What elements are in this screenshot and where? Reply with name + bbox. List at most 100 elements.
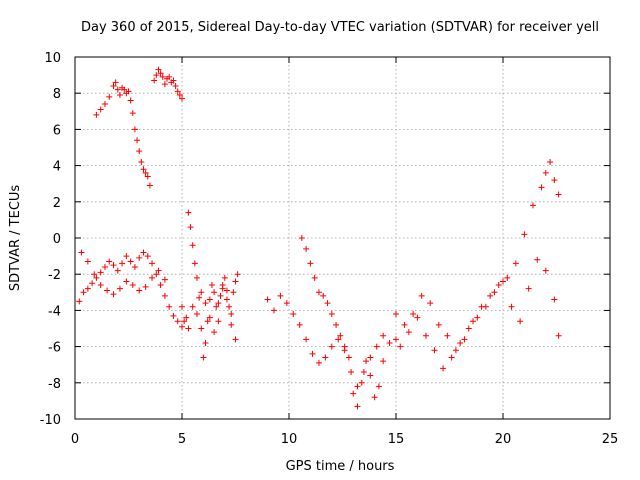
data-point — [112, 79, 119, 86]
data-point — [418, 292, 425, 299]
data-point — [116, 92, 123, 99]
series-upper-arc-early — [93, 79, 153, 189]
data-point — [457, 339, 464, 346]
data-point — [185, 325, 192, 332]
data-point — [153, 271, 160, 278]
data-point — [232, 278, 239, 285]
data-point — [196, 294, 203, 301]
x-tick-label: 10 — [281, 432, 298, 447]
data-point — [172, 82, 179, 89]
data-point — [140, 166, 147, 173]
data-point — [144, 173, 151, 180]
data-point — [448, 354, 455, 361]
x-axis-label: GPS time / hours — [286, 459, 395, 474]
data-point — [555, 332, 562, 339]
data-point — [136, 148, 143, 155]
data-point — [322, 354, 329, 361]
data-point — [193, 311, 200, 318]
y-tick-label: -8 — [48, 377, 61, 392]
data-point — [303, 336, 310, 343]
data-point — [80, 289, 87, 296]
data-point — [386, 339, 393, 346]
x-tick-label: 15 — [388, 432, 405, 447]
data-point — [223, 287, 230, 294]
y-tick-label: 10 — [44, 51, 61, 66]
data-point — [187, 224, 194, 231]
data-point — [170, 77, 177, 84]
data-point — [525, 285, 532, 292]
data-point — [161, 81, 168, 88]
data-point — [146, 182, 153, 189]
data-point — [140, 249, 147, 256]
data-point — [277, 292, 284, 299]
data-point — [371, 394, 378, 401]
data-point — [106, 93, 113, 100]
data-point — [131, 126, 138, 133]
data-point — [191, 260, 198, 267]
data-point — [303, 245, 310, 252]
data-point — [350, 390, 357, 397]
data-point — [500, 278, 506, 285]
data-point — [401, 321, 408, 328]
data-point — [170, 312, 177, 319]
y-tick-label: -6 — [48, 341, 61, 356]
data-point — [360, 368, 367, 375]
data-point — [551, 296, 558, 303]
data-point — [551, 177, 558, 184]
data-point — [290, 311, 297, 318]
data-point — [221, 274, 228, 281]
series-arc-15-22h-lower — [397, 256, 562, 372]
data-point — [84, 258, 91, 265]
data-point — [202, 339, 209, 346]
y-tick-label: 6 — [53, 123, 61, 138]
data-point — [217, 292, 224, 299]
data-point — [144, 253, 151, 260]
data-point — [142, 283, 149, 290]
data-point — [508, 303, 515, 310]
data-point — [208, 282, 215, 289]
x-tick-label: 20 — [495, 432, 512, 447]
data-point — [179, 95, 185, 102]
data-point — [328, 343, 335, 350]
data-point — [405, 329, 412, 336]
series-arc-15-22h — [393, 158, 562, 354]
data-point — [159, 73, 166, 80]
data-point — [555, 191, 562, 198]
data-point — [431, 347, 438, 354]
data-point — [271, 307, 278, 314]
data-point — [157, 70, 164, 77]
data-point — [198, 289, 205, 296]
data-point — [264, 296, 271, 303]
data-point — [228, 311, 235, 318]
data-point — [226, 303, 233, 310]
data-point — [215, 300, 222, 307]
data-point — [354, 403, 361, 410]
data-point — [223, 296, 230, 303]
data-point — [367, 372, 374, 379]
data-point — [116, 285, 123, 292]
data-point — [435, 321, 442, 328]
data-point — [131, 263, 138, 270]
data-point — [422, 332, 429, 339]
y-tick-label: 0 — [53, 232, 61, 247]
data-marks — [76, 66, 562, 410]
data-point — [363, 358, 370, 365]
x-tick-label: 5 — [178, 432, 186, 447]
data-point — [534, 256, 541, 263]
data-point — [123, 278, 130, 285]
data-point — [127, 258, 134, 265]
data-point — [136, 287, 143, 294]
data-point — [93, 111, 100, 118]
data-point — [151, 77, 158, 84]
data-point — [358, 379, 365, 386]
data-point — [104, 287, 111, 294]
axis-ticks — [74, 56, 611, 420]
data-point — [440, 365, 447, 372]
data-point — [206, 314, 213, 321]
data-point — [97, 106, 104, 113]
data-point — [121, 86, 128, 93]
data-point — [149, 260, 156, 267]
y-tick-label: 8 — [53, 87, 61, 102]
data-point — [296, 321, 303, 328]
